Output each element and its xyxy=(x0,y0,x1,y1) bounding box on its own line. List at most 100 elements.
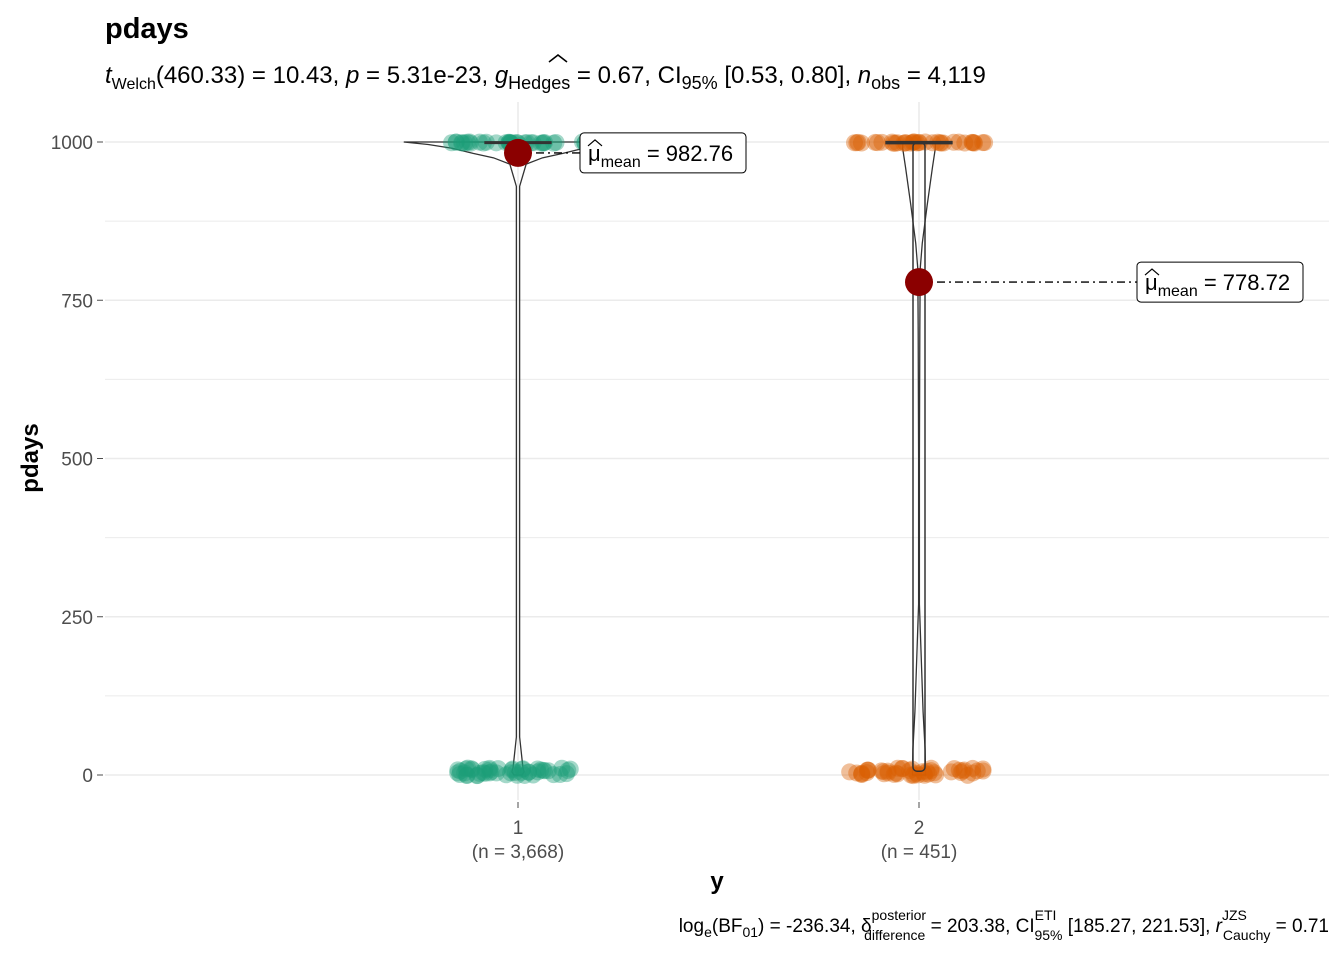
mean-label-box xyxy=(579,132,747,174)
y-tick-label: 0 xyxy=(82,766,93,787)
data-point xyxy=(481,761,499,779)
data-point xyxy=(508,766,526,784)
data-point xyxy=(873,762,891,780)
data-point xyxy=(945,133,963,151)
data-point xyxy=(974,134,992,152)
boxplots xyxy=(484,140,953,772)
data-point xyxy=(487,764,505,782)
data-point xyxy=(959,766,977,784)
data-point xyxy=(954,762,972,780)
data-point xyxy=(905,765,923,783)
data-point xyxy=(481,764,499,782)
mean-label-box xyxy=(1136,261,1304,303)
chart-subtitle: tWelch(460.33) = 10.43, p = 5.31e-23, gH… xyxy=(105,62,986,93)
data-point xyxy=(885,765,903,783)
data-point xyxy=(908,764,926,782)
data-point xyxy=(451,762,469,780)
data-point xyxy=(480,759,498,777)
data-point xyxy=(482,763,500,781)
data-point xyxy=(553,759,571,777)
mean-markers: μmean = 982.76 μmean = 778.72 xyxy=(504,132,1304,303)
data-point xyxy=(545,134,563,152)
data-point xyxy=(889,765,907,783)
data-point xyxy=(848,134,866,152)
data-point xyxy=(453,134,471,152)
data-point xyxy=(893,760,911,778)
data-point xyxy=(463,761,481,779)
data-point xyxy=(955,761,973,779)
data-points xyxy=(443,133,994,785)
violin-outline xyxy=(403,141,633,776)
mean-label: μmean = 982.76 xyxy=(588,141,733,171)
data-point xyxy=(879,762,897,780)
data-point xyxy=(889,759,907,777)
data-point xyxy=(447,133,465,151)
data-point xyxy=(545,766,563,784)
data-point xyxy=(887,764,905,782)
data-point xyxy=(925,764,943,782)
data-point xyxy=(976,134,994,152)
data-point xyxy=(846,134,864,152)
data-point xyxy=(461,134,479,152)
x-tick-count: (n = 451) xyxy=(881,842,958,863)
data-point xyxy=(853,766,871,784)
data-point xyxy=(974,762,992,780)
data-point xyxy=(974,760,992,778)
data-point xyxy=(879,764,897,782)
data-point xyxy=(502,764,520,782)
data-point xyxy=(474,764,492,782)
data-point xyxy=(942,763,960,781)
data-point xyxy=(516,766,534,784)
data-point xyxy=(922,762,940,780)
data-point xyxy=(503,761,521,779)
data-point xyxy=(458,766,476,784)
mean-hat-mark xyxy=(1144,268,1160,276)
data-point xyxy=(853,765,871,783)
data-point xyxy=(449,764,467,782)
data-point xyxy=(506,763,524,781)
data-point xyxy=(512,763,530,781)
data-point xyxy=(903,760,921,778)
data-point xyxy=(529,763,547,781)
data-point xyxy=(968,762,986,780)
data-point xyxy=(449,761,467,779)
data-point xyxy=(963,133,981,151)
data-point xyxy=(964,134,982,152)
data-point xyxy=(476,764,494,782)
data-point xyxy=(945,760,963,778)
data-point xyxy=(965,134,983,152)
data-point xyxy=(875,765,893,783)
data-point xyxy=(858,764,876,782)
x-tick-label: 1 xyxy=(513,818,524,839)
data-point xyxy=(519,763,537,781)
data-point xyxy=(853,764,871,782)
data-point xyxy=(918,762,936,780)
data-point xyxy=(561,760,579,778)
data-point xyxy=(914,763,932,781)
data-point xyxy=(852,134,870,152)
data-point xyxy=(489,760,507,778)
y-tick-label: 1000 xyxy=(51,133,93,154)
data-point xyxy=(874,763,892,781)
data-point xyxy=(547,133,565,151)
data-point xyxy=(559,761,577,779)
subtitle-hat-mark xyxy=(548,53,568,63)
data-point xyxy=(901,762,919,780)
x-tick-count: (n = 3,668) xyxy=(472,842,564,863)
data-point xyxy=(504,760,522,778)
data-point xyxy=(894,759,912,777)
data-point xyxy=(463,760,481,778)
data-point xyxy=(497,766,515,784)
data-point xyxy=(458,133,476,151)
data-point xyxy=(927,766,945,784)
y-tick-label: 500 xyxy=(61,450,93,471)
data-point xyxy=(964,764,982,782)
data-point xyxy=(471,133,489,151)
data-point xyxy=(468,767,486,785)
data-point xyxy=(866,133,884,151)
data-point xyxy=(922,759,940,777)
data-point xyxy=(534,761,552,779)
x-axis: 1 (n = 3,668) 2 (n = 451) xyxy=(472,802,958,863)
y-tick-label: 750 xyxy=(61,291,93,312)
